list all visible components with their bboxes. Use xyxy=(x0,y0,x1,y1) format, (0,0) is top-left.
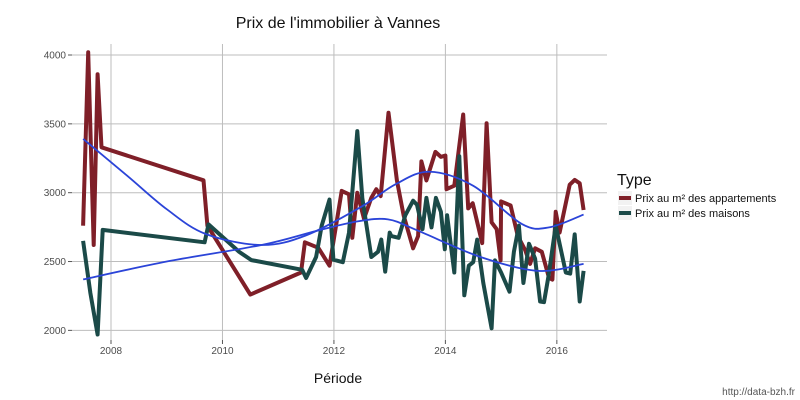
chart-title: Prix de l'immobilier à Vannes xyxy=(236,15,441,32)
x-axis-label: Période xyxy=(314,370,362,386)
smooth-line-maisons xyxy=(82,217,584,281)
y-tick-label: 2000 xyxy=(44,326,67,337)
legend: Type Prix au m² des appartements Prix au… xyxy=(617,172,777,220)
y-tick-label: 3500 xyxy=(44,119,67,130)
y-tick-label: 4000 xyxy=(44,51,67,62)
legend-label-maisons: Prix au m² des maisons xyxy=(635,208,750,220)
legend-title: Type xyxy=(617,172,652,189)
series-line-appartements xyxy=(81,50,586,297)
x-tick-label: 2010 xyxy=(211,346,234,357)
x-tick-label: 2014 xyxy=(434,346,457,357)
y-tick-label: 2500 xyxy=(44,257,67,268)
series-lines xyxy=(81,50,586,337)
series-line-maisons xyxy=(81,129,586,337)
axes: 2000 2500 3000 3500 4000 2008 2010 2012 2014 2016 xyxy=(44,51,569,357)
x-tick-label: 2008 xyxy=(100,346,123,357)
x-tick-label: 2016 xyxy=(546,346,569,357)
source-credit: http://data-bzh.fr xyxy=(722,387,795,398)
smooth-lines xyxy=(82,138,584,281)
smooth-line-appartements xyxy=(82,138,584,246)
legend-label-appartements: Prix au m² des appartements xyxy=(635,193,777,205)
x-tick-label: 2012 xyxy=(323,346,346,357)
y-tick-label: 3000 xyxy=(44,188,67,199)
